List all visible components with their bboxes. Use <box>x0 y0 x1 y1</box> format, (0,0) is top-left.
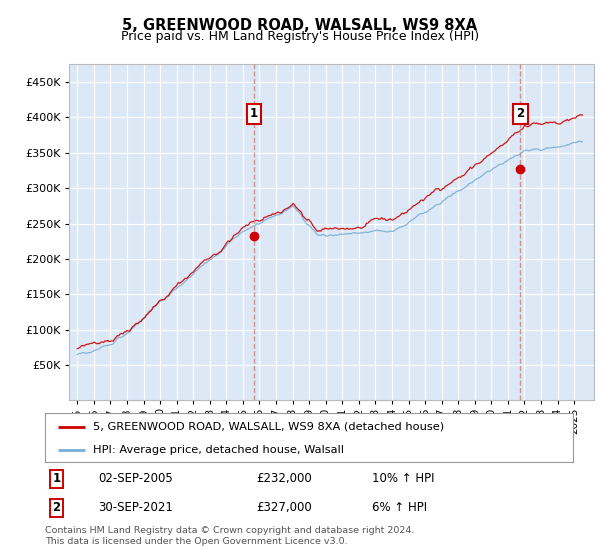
Text: 1: 1 <box>53 472 61 486</box>
Text: 5, GREENWOOD ROAD, WALSALL, WS9 8XA: 5, GREENWOOD ROAD, WALSALL, WS9 8XA <box>122 18 478 34</box>
Text: £327,000: £327,000 <box>256 501 312 514</box>
Text: 30-SEP-2021: 30-SEP-2021 <box>98 501 173 514</box>
Text: 6% ↑ HPI: 6% ↑ HPI <box>373 501 427 514</box>
Text: 5, GREENWOOD ROAD, WALSALL, WS9 8XA (detached house): 5, GREENWOOD ROAD, WALSALL, WS9 8XA (det… <box>92 422 443 432</box>
Text: HPI: Average price, detached house, Walsall: HPI: Average price, detached house, Wals… <box>92 445 344 455</box>
Text: 2: 2 <box>53 501 61 514</box>
Text: Price paid vs. HM Land Registry's House Price Index (HPI): Price paid vs. HM Land Registry's House … <box>121 30 479 43</box>
Text: 10% ↑ HPI: 10% ↑ HPI <box>373 472 435 486</box>
Text: 1: 1 <box>250 108 258 120</box>
Text: 2: 2 <box>516 108 524 120</box>
Text: 02-SEP-2005: 02-SEP-2005 <box>98 472 173 486</box>
Text: £232,000: £232,000 <box>256 472 312 486</box>
Text: Contains HM Land Registry data © Crown copyright and database right 2024.
This d: Contains HM Land Registry data © Crown c… <box>45 526 415 546</box>
